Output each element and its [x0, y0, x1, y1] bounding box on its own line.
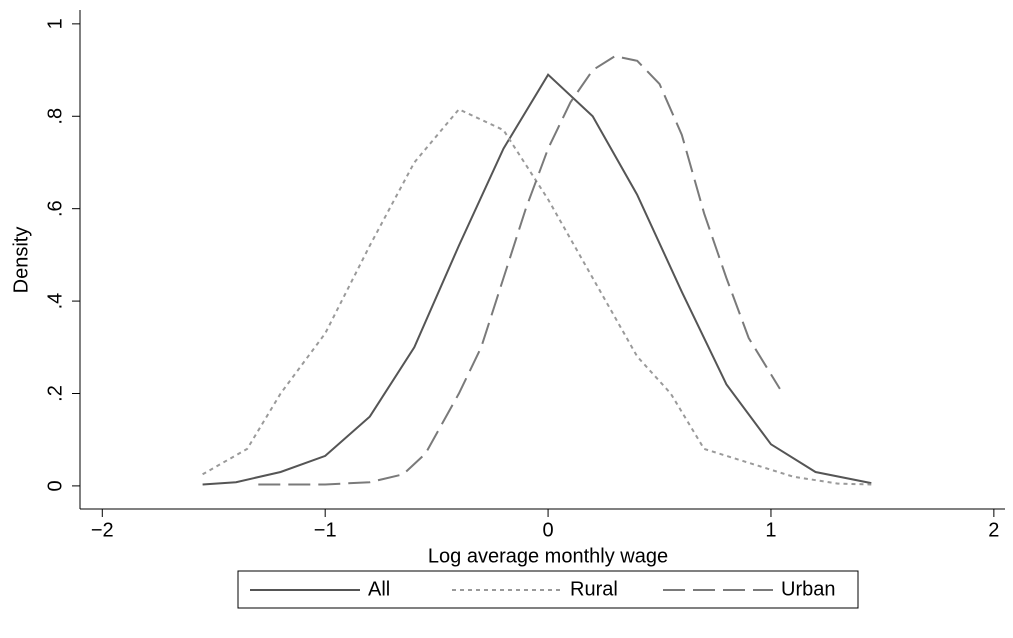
legend-label: Rural — [570, 578, 618, 600]
y-tick-label: .2 — [44, 385, 66, 402]
legend-label: All — [368, 578, 390, 600]
legend-box — [237, 570, 859, 609]
y-tick-label: .4 — [44, 293, 66, 310]
x-tick-label: −2 — [91, 519, 114, 541]
y-tick-label: 1 — [44, 18, 66, 29]
x-tick-label: 0 — [543, 519, 554, 541]
legend-label: Urban — [781, 578, 835, 600]
x-tick-label: −1 — [314, 519, 337, 541]
x-tick-label: 1 — [765, 519, 776, 541]
y-tick-label: .6 — [44, 200, 66, 217]
y-tick-label: 0 — [44, 480, 66, 491]
series-line — [258, 55, 781, 486]
y-axis-label: Density — [10, 227, 32, 294]
x-axis-label: Log average monthly wage — [428, 545, 668, 567]
series-line — [202, 108, 872, 486]
y-tick-label: .8 — [44, 108, 66, 125]
x-tick-label: 2 — [988, 519, 999, 541]
series-line — [202, 73, 872, 486]
